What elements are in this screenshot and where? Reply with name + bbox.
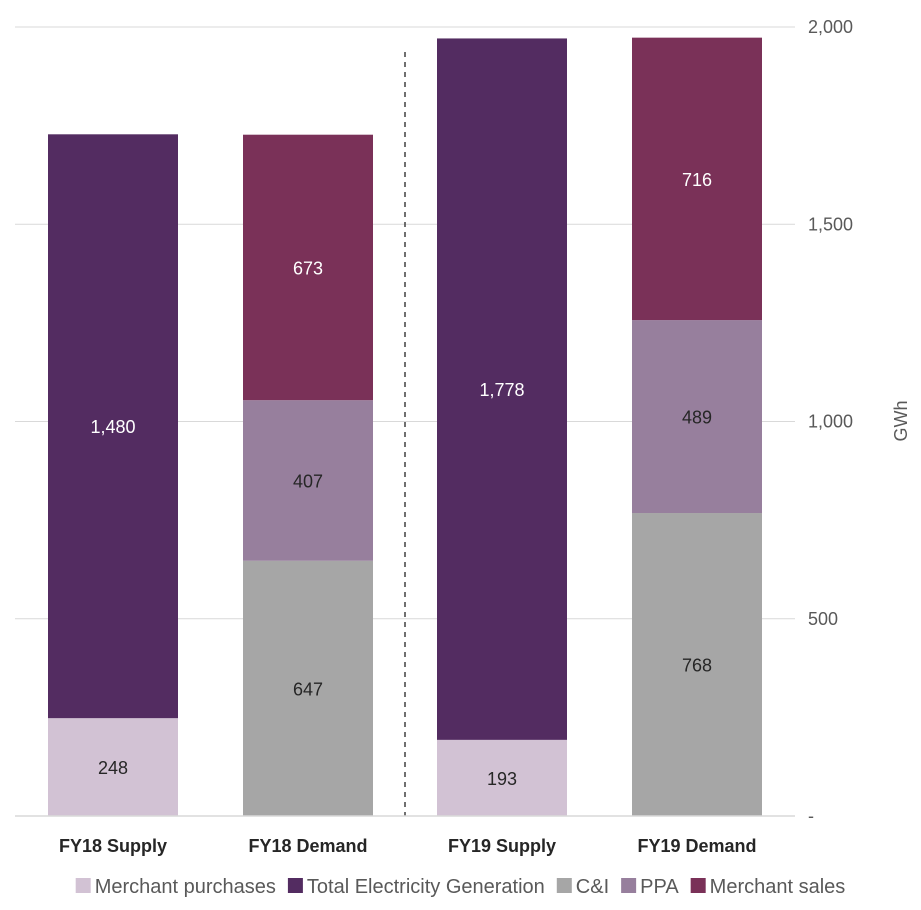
y-tick-label: 1,000 xyxy=(808,412,853,432)
data-label: 647 xyxy=(293,679,323,699)
data-label: 768 xyxy=(682,656,712,676)
legend-swatch xyxy=(287,878,303,893)
legend-item: PPA xyxy=(621,876,679,898)
data-labels: 248 193 1,480 1,778 647 768 407 489 673 716 xyxy=(90,170,712,789)
legend-swatch xyxy=(690,878,706,893)
legend-item: Merchant purchases xyxy=(75,876,276,898)
category-labels: FY18 Supply FY18 Demand FY19 Supply FY19 De… xyxy=(59,836,757,856)
legend-label: C&I xyxy=(576,876,609,898)
y-tick-label: 500 xyxy=(808,609,838,629)
legend-item: Merchant sales xyxy=(690,876,846,898)
legend-item: C&I xyxy=(556,876,609,898)
legend-label: Total Electricity Generation xyxy=(307,876,545,898)
y-tick-label: 1,500 xyxy=(808,214,853,234)
data-label: 407 xyxy=(293,471,323,491)
bar-segment xyxy=(632,37,762,321)
bar-segment xyxy=(437,38,567,740)
y-axis-title: GWh xyxy=(891,400,911,441)
category-label: FY19 Supply xyxy=(448,836,556,856)
legend-label: PPA xyxy=(640,876,679,898)
category-label: FY19 Demand xyxy=(637,836,756,856)
bars xyxy=(48,37,762,816)
data-label: 1,778 xyxy=(479,380,524,400)
y-tick-label: - xyxy=(808,806,814,826)
data-label: 489 xyxy=(682,408,712,428)
legend-swatch xyxy=(75,878,91,893)
bar-segment xyxy=(243,560,373,816)
legend-label: Merchant sales xyxy=(710,876,846,898)
data-label: 193 xyxy=(487,769,517,789)
legend-item: Total Electricity Generation xyxy=(287,876,545,898)
y-axis-ticks: - 500 1,000 1,500 2,000 xyxy=(808,17,853,826)
data-label: 1,480 xyxy=(90,417,135,437)
bar-segment xyxy=(48,134,178,719)
bar-segment xyxy=(48,718,178,816)
legend-label: Merchant purchases xyxy=(95,876,276,898)
legend: Merchant purchases Total Electricity Gene… xyxy=(75,876,846,898)
category-label: FY18 Supply xyxy=(59,836,167,856)
bar-segment xyxy=(632,513,762,816)
data-label: 673 xyxy=(293,258,323,278)
category-label: FY18 Demand xyxy=(248,836,367,856)
data-label: 716 xyxy=(682,170,712,190)
bar-segment xyxy=(243,400,373,561)
legend-swatch xyxy=(556,878,572,893)
bar-segment xyxy=(243,134,373,401)
legend-swatch xyxy=(621,878,637,893)
bar-segment xyxy=(437,739,567,816)
bar-segment xyxy=(632,320,762,514)
data-label: 248 xyxy=(98,758,128,778)
y-tick-label: 2,000 xyxy=(808,17,853,37)
